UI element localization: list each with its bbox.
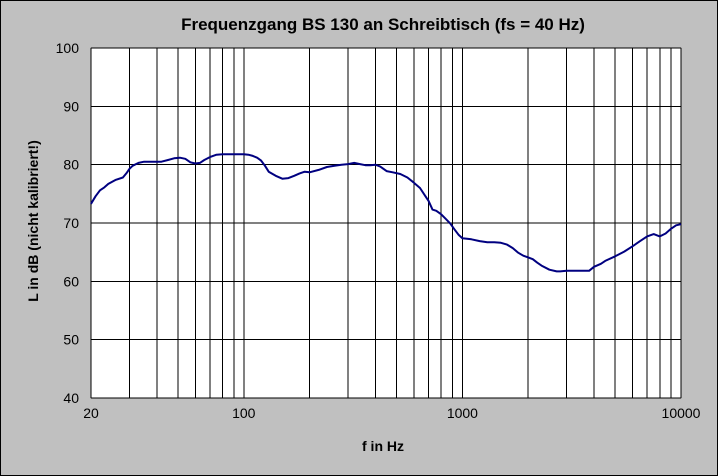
- tick-labels: 40 50 60 70 80 90 100 20 100 1000 10000: [56, 40, 701, 421]
- y-tick-label: 50: [63, 332, 79, 348]
- x-axis-label: f in Hz: [362, 438, 404, 454]
- y-axis-label: L in dB (nicht kalibriert!): [25, 140, 41, 302]
- y-tick-label: 100: [56, 40, 80, 56]
- y-tick-label: 70: [63, 215, 79, 231]
- grid-lines: [90, 47, 682, 399]
- x-tick-label: 20: [83, 405, 99, 421]
- y-tick-label: 80: [63, 157, 79, 173]
- x-tick-label: 1000: [447, 405, 478, 421]
- series-line: [90, 153, 682, 273]
- y-tick-label: 40: [63, 390, 79, 406]
- y-tick-label: 90: [63, 98, 79, 114]
- x-tick-label: 10000: [662, 405, 701, 421]
- chart-title: Frequenzgang BS 130 an Schreibtisch (fs …: [181, 15, 585, 34]
- y-tick-label: 60: [63, 273, 79, 289]
- x-tick-label: 100: [232, 405, 256, 421]
